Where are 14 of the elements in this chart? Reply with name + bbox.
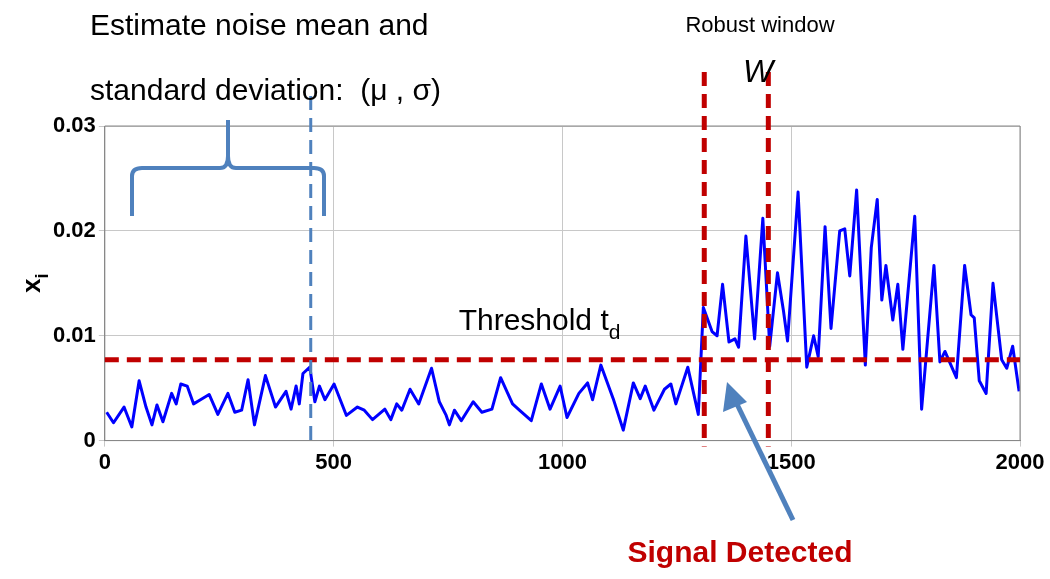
x-tick-label: 2000: [995, 448, 1045, 474]
y-tick-label: 0.02: [52, 216, 96, 242]
x-tick-label: 500: [315, 448, 352, 474]
y-axis-title: xi: [16, 273, 52, 294]
text: Robust window: [685, 12, 835, 37]
text: standard deviation: (μ , σ): [90, 73, 441, 106]
y-tick-label: 0.03: [52, 112, 96, 138]
x-tick-label: 1000: [537, 448, 587, 474]
text: Estimate noise mean and: [90, 8, 429, 41]
text: Signal Detected: [627, 535, 853, 568]
text: W: [742, 53, 776, 89]
x-tick-label: 1500: [766, 448, 816, 474]
y-tick-label: 0.01: [52, 321, 96, 347]
y-tick-label: 0: [83, 426, 96, 452]
